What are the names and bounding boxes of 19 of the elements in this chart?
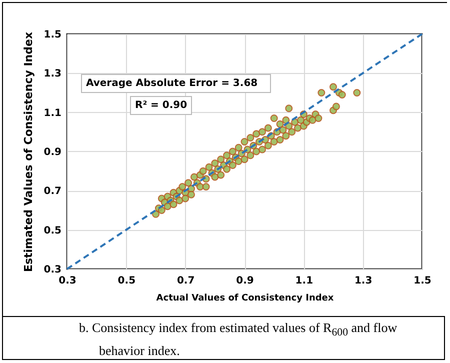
y-tick-label: 0.7 bbox=[44, 186, 62, 198]
y-tick-label: 0.5 bbox=[44, 225, 62, 236]
x-tick-label: 0.7 bbox=[176, 276, 195, 286]
x-axis-title: Actual Values of Consistency Index bbox=[156, 294, 334, 304]
annotation: R² = 0.90 bbox=[130, 96, 192, 115]
annotation: Average Absolute Error = 3.68 bbox=[81, 74, 271, 93]
y-tick-label: 1.3 bbox=[44, 68, 62, 80]
x-tick-label: 0.9 bbox=[236, 276, 254, 286]
x-tick-label: 1.1 bbox=[295, 276, 314, 286]
y-tick-label: 0.3 bbox=[44, 264, 62, 276]
y-axis-title: Estimated Values of Consistency Index bbox=[22, 32, 35, 272]
x-tick-label: 1.5 bbox=[414, 276, 432, 286]
x-tick-label: 1.3 bbox=[354, 276, 372, 286]
y-tick-label: 1.5 bbox=[44, 30, 62, 40]
text: b. Consistency index from estimated values of R$_{600}$ and flow behavior index. bbox=[79, 320, 398, 358]
x-tick-label: 0.3 bbox=[58, 276, 76, 286]
y-tick-label: 1.1 bbox=[44, 108, 62, 119]
x-tick-label: 0.5 bbox=[118, 276, 136, 286]
y-tick-label: 0.9 bbox=[44, 147, 62, 158]
